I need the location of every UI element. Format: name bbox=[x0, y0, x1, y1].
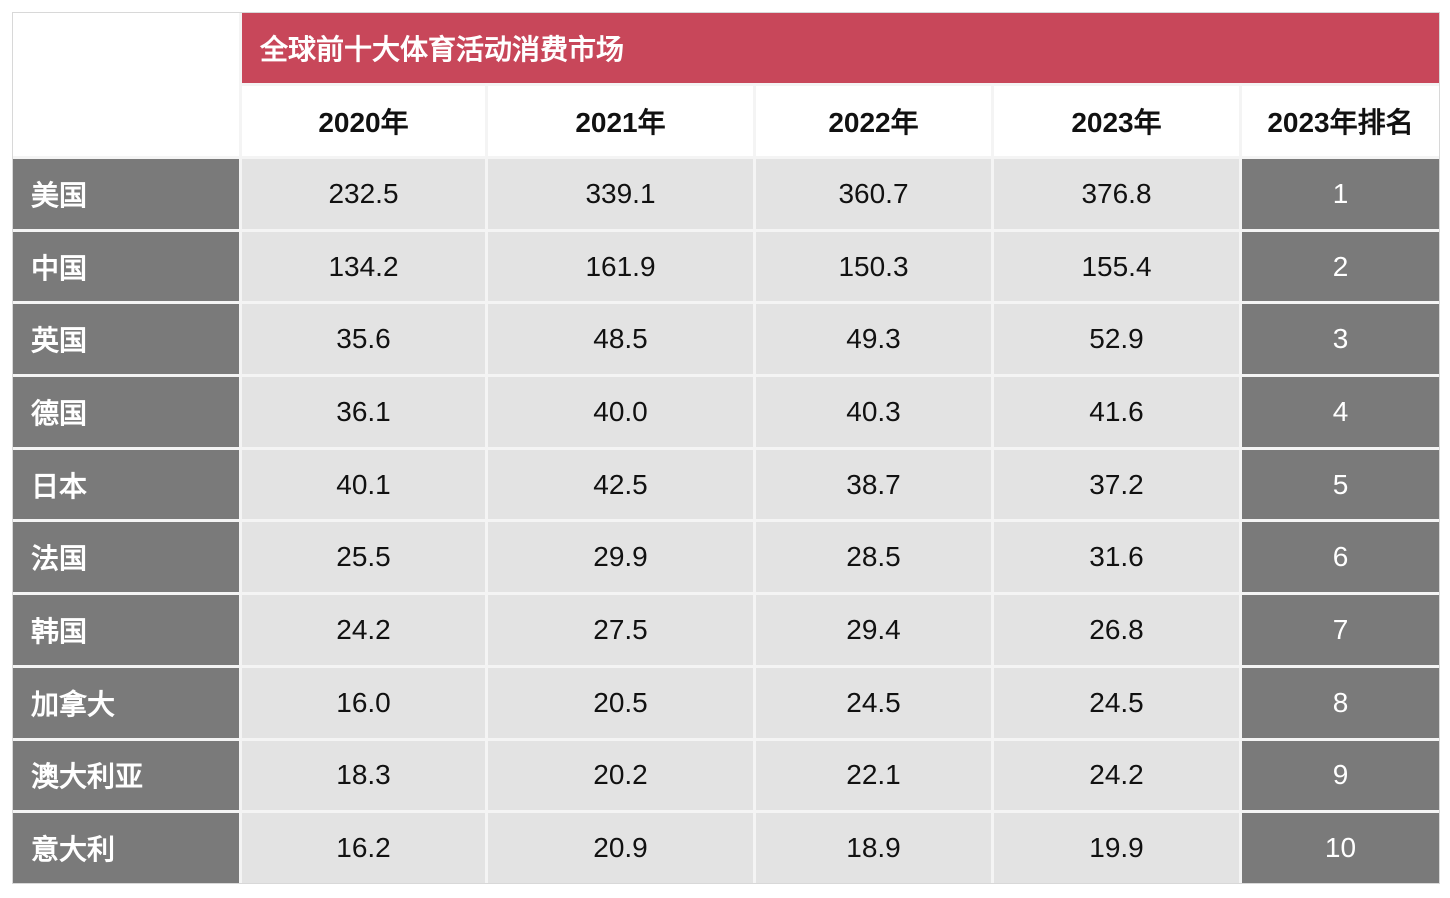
rank-cell: 3 bbox=[1242, 304, 1439, 375]
column-header: 2020年 bbox=[242, 86, 485, 156]
value-cell: 18.3 bbox=[242, 740, 485, 811]
row-label: 加拿大 bbox=[13, 667, 239, 738]
value-cell: 24.2 bbox=[994, 740, 1239, 811]
value-cell: 20.2 bbox=[488, 740, 753, 811]
value-cell: 37.2 bbox=[994, 449, 1239, 520]
row-label: 日本 bbox=[13, 449, 239, 520]
corner-cell bbox=[13, 13, 239, 156]
rank-cell: 2 bbox=[1242, 231, 1439, 302]
value-cell: 28.5 bbox=[756, 522, 991, 593]
column-header: 2023年 bbox=[994, 86, 1239, 156]
value-cell: 20.5 bbox=[488, 667, 753, 738]
rank-cell: 1 bbox=[1242, 159, 1439, 229]
row-label: 法国 bbox=[13, 522, 239, 593]
rank-cell: 8 bbox=[1242, 667, 1439, 738]
row-label: 韩国 bbox=[13, 595, 239, 665]
table-title: 全球前十大体育活动消费市场 bbox=[242, 13, 1439, 83]
value-cell: 134.2 bbox=[242, 231, 485, 302]
row-label: 意大利 bbox=[13, 813, 239, 883]
row-label: 中国 bbox=[13, 231, 239, 302]
value-cell: 42.5 bbox=[488, 449, 753, 520]
value-cell: 16.0 bbox=[242, 667, 485, 738]
row-label: 澳大利亚 bbox=[13, 740, 239, 811]
value-cell: 31.6 bbox=[994, 522, 1239, 593]
value-cell: 161.9 bbox=[488, 231, 753, 302]
value-cell: 52.9 bbox=[994, 304, 1239, 375]
value-cell: 20.9 bbox=[488, 813, 753, 883]
value-cell: 360.7 bbox=[756, 159, 991, 229]
value-cell: 155.4 bbox=[994, 231, 1239, 302]
value-cell: 16.2 bbox=[242, 813, 485, 883]
rank-cell: 7 bbox=[1242, 595, 1439, 665]
value-cell: 40.1 bbox=[242, 449, 485, 520]
column-header: 2022年 bbox=[756, 86, 991, 156]
column-header: 2021年 bbox=[488, 86, 753, 156]
value-cell: 38.7 bbox=[756, 449, 991, 520]
rank-cell: 9 bbox=[1242, 740, 1439, 811]
value-cell: 26.8 bbox=[994, 595, 1239, 665]
rank-cell: 5 bbox=[1242, 449, 1439, 520]
value-cell: 49.3 bbox=[756, 304, 991, 375]
value-cell: 40.3 bbox=[756, 377, 991, 447]
value-cell: 150.3 bbox=[756, 231, 991, 302]
value-cell: 24.5 bbox=[994, 667, 1239, 738]
value-cell: 19.9 bbox=[994, 813, 1239, 883]
value-cell: 48.5 bbox=[488, 304, 753, 375]
value-cell: 41.6 bbox=[994, 377, 1239, 447]
value-cell: 27.5 bbox=[488, 595, 753, 665]
value-cell: 25.5 bbox=[242, 522, 485, 593]
value-cell: 18.9 bbox=[756, 813, 991, 883]
value-cell: 35.6 bbox=[242, 304, 485, 375]
row-label: 美国 bbox=[13, 159, 239, 229]
row-label: 德国 bbox=[13, 377, 239, 447]
row-label: 英国 bbox=[13, 304, 239, 375]
column-header: 2023年排名 bbox=[1242, 86, 1439, 156]
value-cell: 29.4 bbox=[756, 595, 991, 665]
value-cell: 22.1 bbox=[756, 740, 991, 811]
value-cell: 24.2 bbox=[242, 595, 485, 665]
rank-cell: 4 bbox=[1242, 377, 1439, 447]
value-cell: 29.9 bbox=[488, 522, 753, 593]
value-cell: 36.1 bbox=[242, 377, 485, 447]
value-cell: 40.0 bbox=[488, 377, 753, 447]
value-cell: 339.1 bbox=[488, 159, 753, 229]
rank-cell: 6 bbox=[1242, 522, 1439, 593]
table: 全球前十大体育活动消费市场 2020年 2021年 2022年 2023年 2023年排… bbox=[12, 12, 1440, 884]
value-cell: 232.5 bbox=[242, 159, 485, 229]
value-cell: 24.5 bbox=[756, 667, 991, 738]
rank-cell: 10 bbox=[1242, 813, 1439, 883]
value-cell: 376.8 bbox=[994, 159, 1239, 229]
